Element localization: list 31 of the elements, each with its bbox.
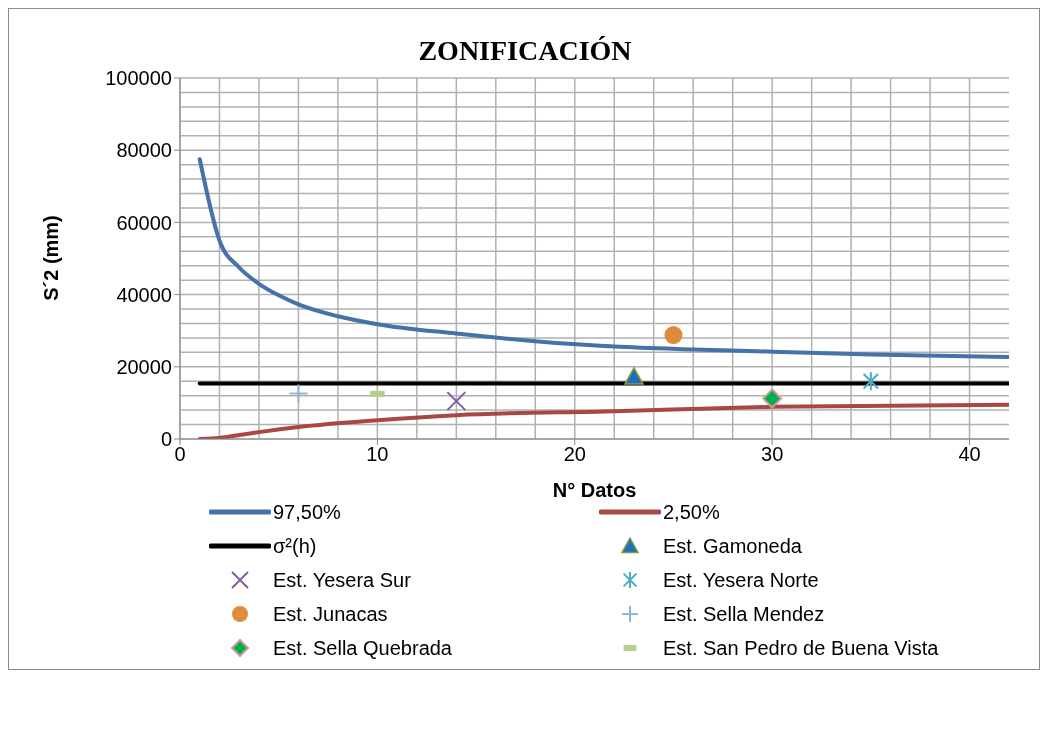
point bbox=[762, 388, 783, 409]
legend-label: Est. Yesera Sur bbox=[273, 568, 411, 592]
legend-label: Est. Junacas bbox=[273, 602, 388, 626]
x-tick-label: 20 bbox=[563, 443, 586, 466]
y-tick-label: 100000 bbox=[105, 67, 172, 90]
y-tick-label: 60000 bbox=[116, 211, 172, 234]
y-tick-label: 80000 bbox=[116, 139, 172, 162]
x-tick-label: 0 bbox=[174, 443, 186, 466]
point bbox=[624, 367, 644, 385]
line-series bbox=[197, 157, 1009, 360]
legend-label: Est. Sella Mendez bbox=[663, 602, 825, 626]
point bbox=[446, 391, 467, 412]
y-tick-label: 40000 bbox=[116, 283, 172, 306]
x-tick-label: 10 bbox=[366, 443, 389, 466]
point bbox=[664, 326, 683, 345]
point bbox=[288, 383, 309, 404]
legend-label: 97,50% bbox=[273, 500, 341, 524]
legend-label: Est. Gamoneda bbox=[663, 534, 802, 558]
x-axis-title: N° Datos bbox=[552, 479, 637, 501]
y-axis-title: S´2 (mm) bbox=[39, 215, 63, 301]
y-tick-label: 20000 bbox=[116, 355, 172, 378]
chart-title: ZONIFICACIÓN bbox=[417, 35, 633, 67]
legend-label: Est. San Pedro de Buena Vista bbox=[663, 636, 939, 660]
legend-label: σ²(h) bbox=[273, 534, 317, 558]
legend-label: 2,50% bbox=[663, 500, 720, 524]
y-tick-label: 0 bbox=[160, 428, 172, 451]
legend-label: Est. Yesera Norte bbox=[663, 568, 819, 592]
x-tick-label: 40 bbox=[958, 443, 981, 466]
legend-label: Est. Sella Quebrada bbox=[273, 636, 452, 660]
x-tick-label: 30 bbox=[761, 443, 784, 466]
point bbox=[862, 371, 880, 392]
